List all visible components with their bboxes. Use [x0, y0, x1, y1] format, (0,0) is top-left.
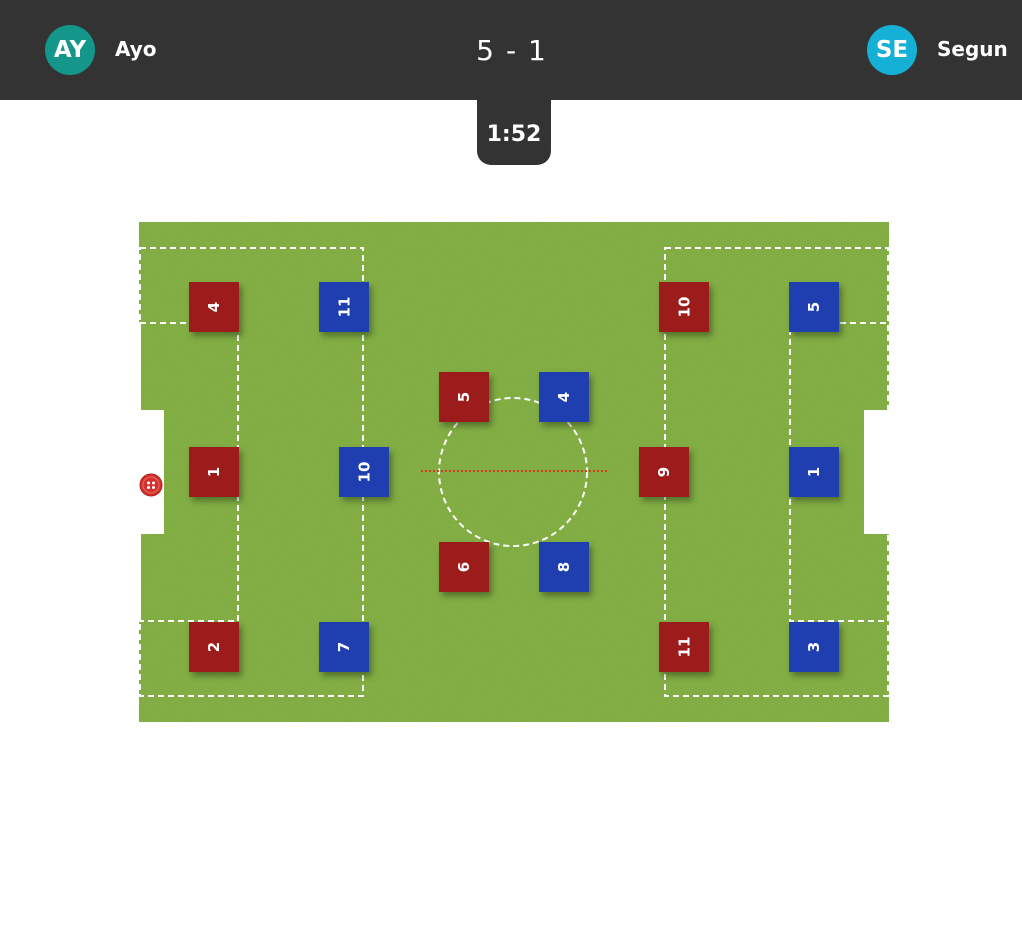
- home-player[interactable]: 4: [189, 282, 239, 332]
- away-player[interactable]: 1: [789, 447, 839, 497]
- left-penalty-area: [139, 247, 364, 697]
- away-score: 1: [528, 34, 546, 67]
- home-score: 5: [476, 34, 494, 67]
- away-player[interactable]: 8: [539, 542, 589, 592]
- home-avatar-initials: AY: [53, 37, 87, 63]
- left-goal-area: [139, 322, 239, 622]
- left-goal: [139, 410, 164, 534]
- player-number: 10: [675, 296, 693, 318]
- home-player[interactable]: 2: [189, 622, 239, 672]
- player-number: 10: [355, 461, 373, 483]
- away-player[interactable]: 11: [319, 282, 369, 332]
- player-number: 9: [655, 466, 673, 478]
- player-number: 4: [555, 391, 573, 403]
- player-number: 8: [555, 561, 573, 573]
- player-number: 3: [805, 641, 823, 653]
- away-player[interactable]: 10: [339, 447, 389, 497]
- away-player[interactable]: 5: [789, 282, 839, 332]
- home-player[interactable]: 11: [659, 622, 709, 672]
- home-player-name: Ayo: [115, 37, 157, 61]
- player-number: 11: [335, 296, 353, 318]
- away-player[interactable]: 3: [789, 622, 839, 672]
- home-avatar: AY: [45, 25, 95, 75]
- away-player-name: Segun: [937, 37, 1008, 61]
- player-number: 5: [455, 391, 473, 403]
- away-player[interactable]: 4: [539, 372, 589, 422]
- right-goal: [864, 410, 889, 534]
- soccer-field: [139, 222, 889, 722]
- right-penalty-area: [664, 247, 889, 697]
- player-number: 1: [805, 466, 823, 478]
- home-player[interactable]: 1: [189, 447, 239, 497]
- player-number: 5: [805, 301, 823, 313]
- match-score: 5-1: [0, 33, 1022, 69]
- home-player[interactable]: 6: [439, 542, 489, 592]
- scoreboard-bar: AY Ayo 5-1 SE Segun: [0, 0, 1022, 100]
- match-clock: 1:52: [477, 99, 551, 165]
- player-number: 11: [675, 636, 693, 658]
- ball-icon[interactable]: [139, 473, 163, 497]
- player-number: 7: [335, 641, 353, 653]
- home-player[interactable]: 5: [439, 372, 489, 422]
- away-avatar: SE: [867, 25, 917, 75]
- home-player[interactable]: 10: [659, 282, 709, 332]
- away-avatar-initials: SE: [875, 37, 909, 63]
- player-number: 1: [205, 466, 223, 478]
- score-separator: -: [505, 34, 517, 67]
- home-player[interactable]: 9: [639, 447, 689, 497]
- away-player[interactable]: 7: [319, 622, 369, 672]
- player-number: 2: [205, 641, 223, 653]
- player-number: 6: [455, 561, 473, 573]
- player-number: 4: [205, 301, 223, 313]
